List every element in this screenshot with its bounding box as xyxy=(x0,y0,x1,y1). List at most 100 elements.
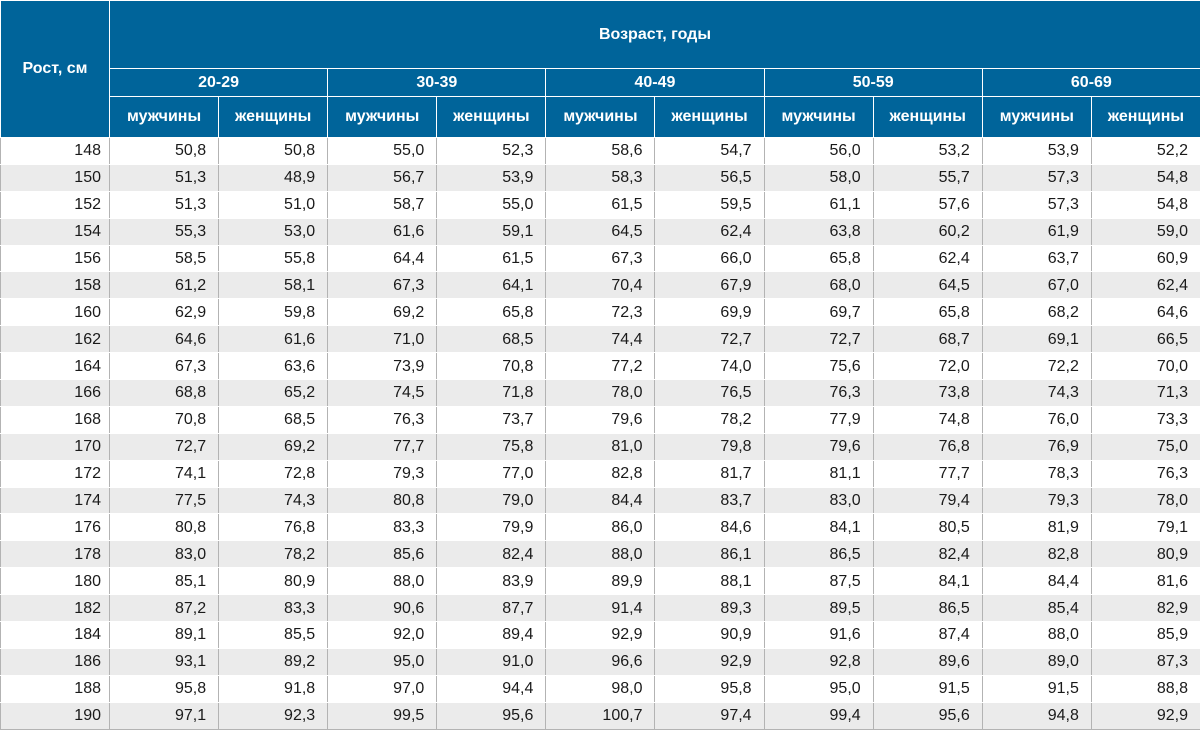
weight-cell: 75,0 xyxy=(1091,433,1200,460)
weight-cell: 91,4 xyxy=(546,595,655,622)
weight-cell: 59,8 xyxy=(219,299,328,326)
weight-cell: 78,2 xyxy=(219,541,328,568)
weight-cell: 58,5 xyxy=(110,245,219,272)
women-column-header: женщины xyxy=(873,97,982,138)
men-column-header: мужчины xyxy=(110,97,219,138)
weight-cell: 87,4 xyxy=(873,622,982,649)
age-range-header: 50-59 xyxy=(764,69,982,97)
weight-cell: 66,5 xyxy=(1091,326,1200,353)
weight-cell: 76,5 xyxy=(655,380,764,407)
age-range-header: 20-29 xyxy=(110,69,328,97)
weight-cell: 71,8 xyxy=(437,380,546,407)
weight-cell: 77,9 xyxy=(764,406,873,433)
weight-cell: 84,4 xyxy=(982,568,1091,595)
weight-cell: 64,6 xyxy=(1091,299,1200,326)
weight-cell: 92,0 xyxy=(328,622,437,649)
weight-cell: 91,5 xyxy=(873,675,982,702)
weight-cell: 87,5 xyxy=(764,568,873,595)
age-group-header: Возраст, годы xyxy=(110,1,1200,69)
weight-cell: 53,2 xyxy=(873,138,982,165)
height-cell: 156 xyxy=(1,245,110,272)
weight-cell: 77,2 xyxy=(546,353,655,380)
weight-cell: 85,5 xyxy=(219,622,328,649)
weight-cell: 70,4 xyxy=(546,272,655,299)
weight-cell: 55,8 xyxy=(219,245,328,272)
weight-cell: 88,0 xyxy=(546,541,655,568)
weight-cell: 65,2 xyxy=(219,380,328,407)
weight-cell: 77,0 xyxy=(437,460,546,487)
weight-cell: 61,1 xyxy=(764,191,873,218)
weight-cell: 70,0 xyxy=(1091,353,1200,380)
weight-cell: 92,9 xyxy=(1091,702,1200,729)
height-column-header: Рост, см xyxy=(1,1,110,138)
weight-cell: 59,0 xyxy=(1091,218,1200,245)
height-cell: 152 xyxy=(1,191,110,218)
weight-cell: 58,6 xyxy=(546,138,655,165)
weight-cell: 67,0 xyxy=(982,272,1091,299)
weight-cell: 68,2 xyxy=(982,299,1091,326)
weight-cell: 65,8 xyxy=(764,245,873,272)
weight-cell: 62,9 xyxy=(110,299,219,326)
weight-cell: 81,7 xyxy=(655,460,764,487)
weight-cell: 79,8 xyxy=(655,433,764,460)
weight-cell: 55,3 xyxy=(110,218,219,245)
weight-cell: 76,0 xyxy=(982,406,1091,433)
weight-cell: 80,5 xyxy=(873,514,982,541)
height-cell: 176 xyxy=(1,514,110,541)
weight-cell: 77,7 xyxy=(873,460,982,487)
height-cell: 172 xyxy=(1,460,110,487)
weight-cell: 72,8 xyxy=(219,460,328,487)
weight-cell: 89,9 xyxy=(546,568,655,595)
weight-cell: 68,8 xyxy=(110,380,219,407)
weight-cell: 52,3 xyxy=(437,138,546,165)
weight-cell: 88,1 xyxy=(655,568,764,595)
weight-cell: 87,2 xyxy=(110,595,219,622)
weight-cell: 74,5 xyxy=(328,380,437,407)
age-range-header: 30-39 xyxy=(328,69,546,97)
weight-cell: 74,3 xyxy=(219,487,328,514)
weight-cell: 79,9 xyxy=(437,514,546,541)
weight-cell: 59,5 xyxy=(655,191,764,218)
men-column-header: мужчины xyxy=(764,97,873,138)
weight-cell: 85,6 xyxy=(328,541,437,568)
weight-cell: 50,8 xyxy=(110,138,219,165)
weight-cell: 70,8 xyxy=(437,353,546,380)
weight-cell: 73,3 xyxy=(1091,406,1200,433)
weight-cell: 89,4 xyxy=(437,622,546,649)
weight-cell: 73,9 xyxy=(328,353,437,380)
weight-cell: 72,7 xyxy=(655,326,764,353)
women-column-header: женщины xyxy=(655,97,764,138)
weight-cell: 82,4 xyxy=(873,541,982,568)
weight-cell: 61,5 xyxy=(437,245,546,272)
weight-cell: 64,5 xyxy=(546,218,655,245)
weight-cell: 80,8 xyxy=(110,514,219,541)
weight-cell: 51,3 xyxy=(110,191,219,218)
weight-cell: 63,7 xyxy=(982,245,1091,272)
height-cell: 174 xyxy=(1,487,110,514)
weight-cell: 68,7 xyxy=(873,326,982,353)
weight-cell: 55,0 xyxy=(328,138,437,165)
weight-cell: 61,2 xyxy=(110,272,219,299)
weight-cell: 68,5 xyxy=(219,406,328,433)
weight-cell: 64,6 xyxy=(110,326,219,353)
height-cell: 182 xyxy=(1,595,110,622)
weight-cell: 67,3 xyxy=(110,353,219,380)
weight-cell: 94,4 xyxy=(437,675,546,702)
weight-cell: 69,9 xyxy=(655,299,764,326)
weight-cell: 82,8 xyxy=(982,541,1091,568)
weight-cell: 67,3 xyxy=(546,245,655,272)
weight-cell: 91,0 xyxy=(437,648,546,675)
women-column-header: женщины xyxy=(1091,97,1200,138)
weight-cell: 83,3 xyxy=(219,595,328,622)
